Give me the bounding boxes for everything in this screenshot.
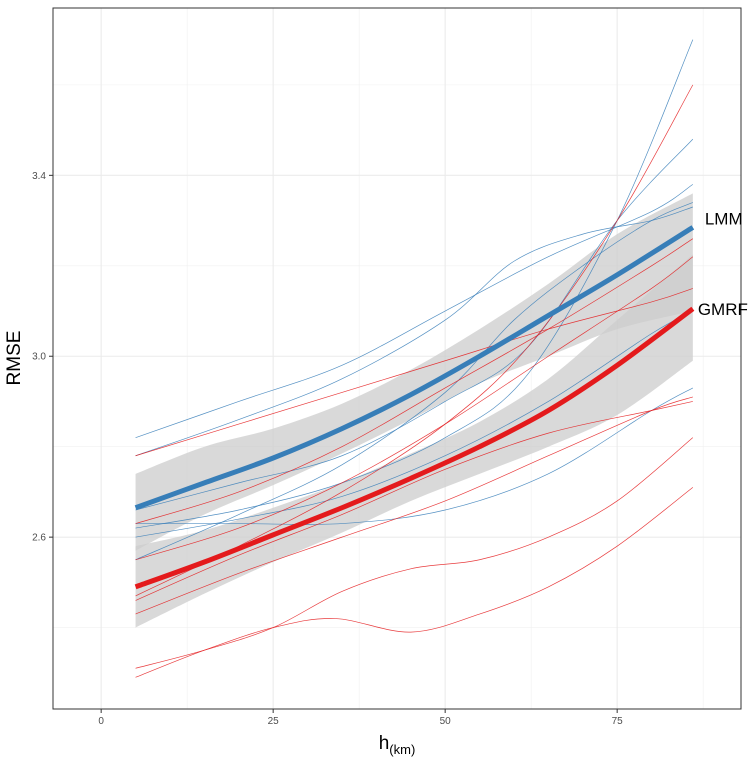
individual-line-lmm bbox=[135, 39, 694, 529]
y-tick-label: 3.0 bbox=[32, 352, 46, 363]
mean-line-gmrf bbox=[134, 306, 695, 590]
individual-line-gmrf bbox=[135, 288, 693, 457]
individual-line-gmrf bbox=[135, 238, 694, 524]
x-tick-label: 75 bbox=[612, 716, 624, 727]
x-axis-title: h(km) bbox=[379, 733, 416, 757]
individual-line-lmm bbox=[135, 310, 694, 538]
individual-line-gmrf bbox=[135, 401, 693, 601]
x-axis-ticks: 0 25 50 75 bbox=[98, 709, 623, 727]
x-axis-title-subscript: (km) bbox=[389, 742, 415, 757]
individual-line-lmm bbox=[135, 184, 694, 438]
y-axis-ticks: 2.6 3.0 3.4 bbox=[32, 171, 53, 544]
individual-line-lmm bbox=[135, 202, 693, 561]
y-tick-label: 3.4 bbox=[32, 171, 46, 182]
individual-line-gmrf bbox=[135, 437, 694, 669]
series-label-gmrf: GMRF bbox=[698, 300, 748, 319]
ci-band-lmm bbox=[135, 193, 693, 551]
x-tick-label: 50 bbox=[440, 716, 452, 727]
y-axis-title: RMSE bbox=[4, 331, 25, 386]
plot-border bbox=[52, 7, 742, 710]
series-label-lmm: LMM bbox=[705, 209, 743, 228]
individual-line-lmm bbox=[135, 387, 694, 525]
x-tick-label: 0 bbox=[98, 716, 104, 727]
mean-lines bbox=[134, 225, 695, 590]
series-labels: LMM GMRF bbox=[698, 209, 748, 318]
individual-line-lmm bbox=[135, 206, 693, 457]
y-tick-label: 2.6 bbox=[32, 533, 46, 544]
individual-lines bbox=[135, 39, 694, 678]
individual-line-gmrf bbox=[135, 487, 694, 678]
x-tick-label: 25 bbox=[268, 716, 280, 727]
individual-line-gmrf bbox=[135, 396, 693, 615]
mean-line-lmm bbox=[134, 225, 695, 511]
